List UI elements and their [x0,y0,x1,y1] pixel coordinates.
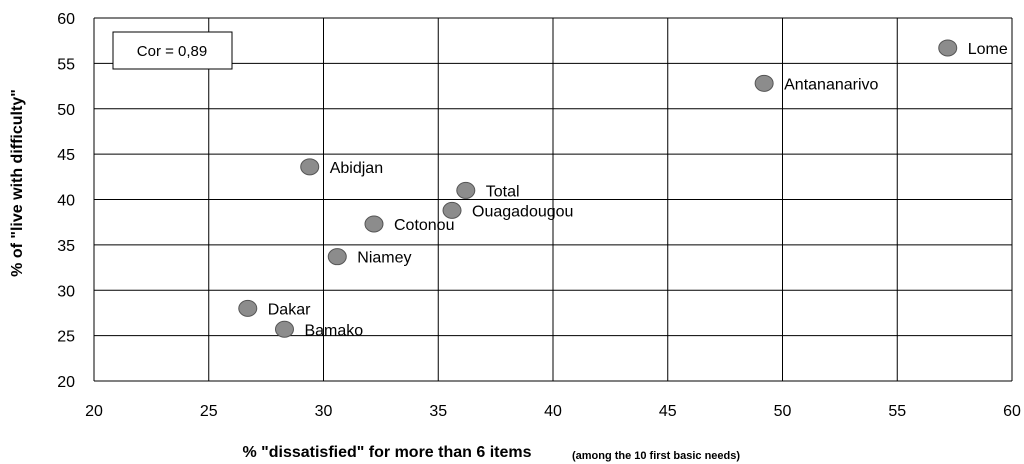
point-label-lome: Lome [968,41,1008,58]
data-point-cotonou [364,215,384,233]
data-point-dakar [238,299,258,317]
data-point-total [456,181,476,199]
point-label-dakar: Dakar [268,301,311,318]
data-point-niamey [327,248,347,266]
y-tick-label: 20 [57,374,75,391]
y-tick-label: 45 [57,147,75,164]
x-tick-label: 40 [544,403,562,420]
data-point-abidjan [300,158,320,176]
y-tick-label: 55 [57,56,75,73]
x-tick-label: 20 [85,403,103,420]
grid-lines [93,17,1013,382]
y-tick-labels: 20 25 30 35 40 45 50 55 60 [57,11,75,391]
point-label-antananarivo: Antananarivo [784,76,878,93]
y-tick-label: 40 [57,193,75,210]
y-tick-label: 60 [57,11,75,28]
data-point-antananarivo [754,74,774,92]
y-tick-label: 30 [57,283,75,300]
point-label-bamako: Bamako [304,322,363,339]
y-tick-label: 35 [57,238,75,255]
correlation-box [112,31,233,70]
point-label-cotonou: Cotonou [394,217,455,234]
x-tick-label: 55 [888,403,906,420]
x-tick-label: 60 [1003,403,1021,420]
x-tick-labels: 20 25 30 35 40 45 50 55 60 [85,403,1021,420]
point-label-total: Total [486,183,520,200]
x-axis-title: % "dissatisfied" for more than 6 items [242,444,531,461]
x-tick-label: 45 [659,403,677,420]
point-label-abidjan: Abidjan [330,160,383,177]
y-tick-label: 50 [57,102,75,119]
data-point-lome [938,39,958,57]
x-axis-note: (among the 10 first basic needs) [572,450,740,462]
data-point-ouagadougou [442,201,462,219]
y-tick-label: 25 [57,329,75,346]
correlation-label: Cor = 0,89 [137,43,207,60]
x-tick-label: 25 [200,403,218,420]
data-points: Lome Antananarivo Abidjan Total Ouagadougou C… [238,39,1008,339]
point-label-niamey: Niamey [357,250,411,267]
point-label-ouagadougou: Ouagadougou [472,203,573,220]
x-tick-label: 35 [429,403,447,420]
x-tick-label: 30 [315,403,333,420]
y-axis-title: % of "live with difficulty" [9,89,26,277]
data-point-bamako [274,320,294,338]
x-tick-label: 50 [774,403,792,420]
